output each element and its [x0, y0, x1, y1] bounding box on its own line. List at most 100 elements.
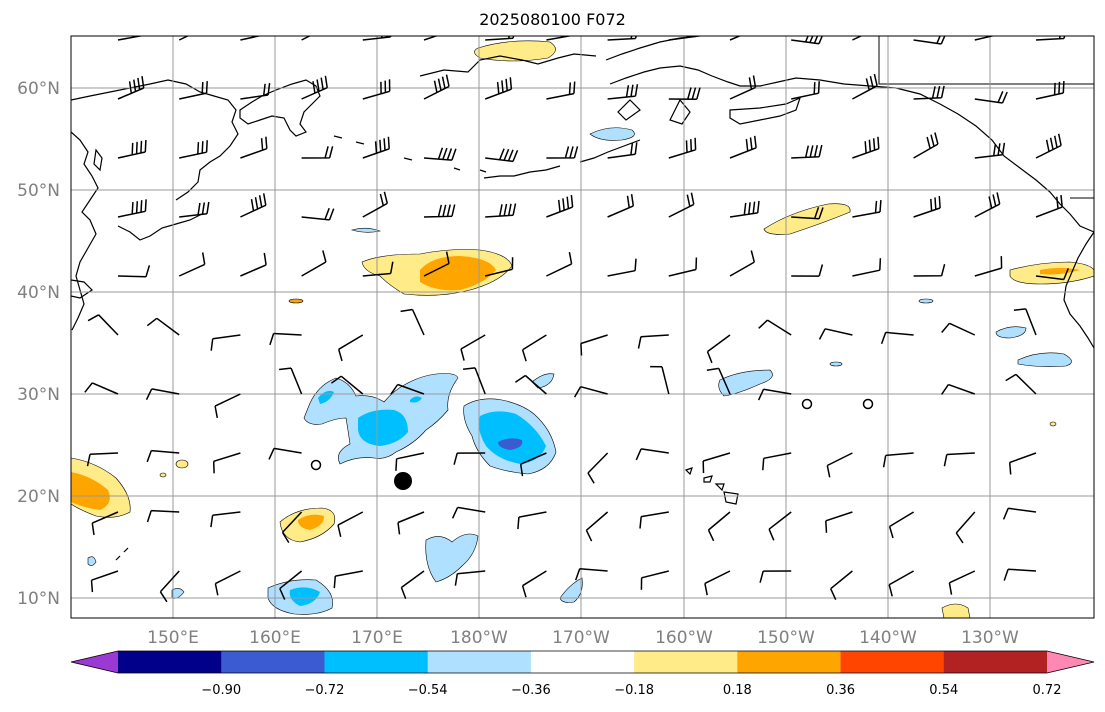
lat-label: 20°N: [17, 487, 60, 507]
wind-barb: [454, 570, 486, 586]
wind-barb: [210, 511, 241, 528]
lat-label: 50°N: [17, 181, 60, 201]
lon-label: 130°W: [961, 628, 1019, 648]
wind-barb: [759, 570, 792, 583]
wind-barb: [484, 77, 513, 100]
wind-barb: [1035, 268, 1069, 281]
wind-barb: [791, 206, 824, 220]
wind-barb: [146, 509, 180, 523]
graticule: [71, 36, 1094, 618]
positive-anomaly-core: [1040, 268, 1080, 275]
wind-barb: [485, 203, 517, 218]
colorbar-tick-label: 0.54: [929, 683, 958, 698]
wind-barb: [587, 452, 609, 484]
wind-barb: [521, 334, 547, 362]
wind-barb: [913, 195, 941, 218]
wind-barb: [423, 147, 457, 161]
wind-barb: [668, 192, 695, 218]
wind-barb: [485, 148, 519, 163]
lon-label: 170°E: [351, 628, 403, 648]
positive-anomaly-area: [474, 40, 556, 62]
colorbar-tick-labels: −0.90 −0.72 −0.54 −0.36 −0.18 0.18 0.36 0.54 0.7…: [201, 683, 1062, 698]
wind-barb: [852, 136, 880, 159]
colorbar-segment: [324, 651, 429, 673]
wind-barb: [546, 81, 576, 100]
wind-barb: [87, 314, 119, 336]
wind-barb: [639, 511, 669, 529]
wind-barb: [913, 264, 946, 277]
wind-barb: [607, 142, 638, 159]
wind-barb: [852, 200, 882, 218]
colorbar-tick-label: 0.72: [1033, 683, 1062, 698]
lon-label: 160°W: [655, 628, 713, 648]
wind-barb: [301, 146, 334, 159]
wind-barb: [362, 191, 389, 218]
map-frame: [70, 35, 1095, 619]
negative-anomaly-area: [829, 361, 843, 367]
colorbar-segment: [943, 651, 1048, 673]
wind-barb: [607, 193, 635, 218]
wind-barb: [362, 36, 392, 41]
wind-barb: [791, 264, 824, 277]
wind-barb: [1002, 507, 1037, 520]
wind-barb: [146, 449, 180, 463]
wind-barb: [395, 452, 425, 471]
wind-barb: [668, 257, 698, 277]
wind-barb: [1035, 36, 1066, 41]
wind-barb: [240, 83, 271, 100]
wind-barb: [974, 142, 1006, 159]
wind-barb: [635, 448, 669, 461]
wind-barb: [91, 511, 119, 536]
positive-anomaly-area: [941, 603, 971, 618]
colorbar-extend-high: [1047, 651, 1094, 673]
colorbar-tick-label: −0.90: [201, 683, 241, 698]
wind-barb: [1008, 452, 1037, 475]
colorbar-tick-label: −0.36: [511, 683, 551, 698]
wind-barb: [943, 452, 975, 467]
wind-barb: [117, 36, 145, 41]
wind-barb: [390, 383, 425, 395]
wind-barb: [423, 204, 456, 218]
coastlines: [71, 36, 1094, 561]
wind-barb: [826, 452, 853, 478]
wind-barb: [637, 334, 669, 349]
lon-label: 180°W: [450, 628, 508, 648]
wind-barb: [519, 452, 547, 477]
wind-barb: [546, 195, 574, 218]
wind-barb: [301, 207, 335, 221]
wind-barb: [948, 570, 976, 595]
lat-label: 30°N: [17, 385, 60, 405]
negative-anomaly-area: [531, 373, 555, 389]
wind-barb: [240, 193, 267, 218]
map-area: [71, 36, 1094, 618]
negative-anomaly-area: [87, 556, 97, 566]
wind-barb: [84, 382, 119, 395]
colorbar-tick-label: 0.18: [723, 683, 752, 698]
wind-barb: [762, 452, 792, 471]
wind-barb: [880, 331, 914, 344]
wind-barb: [702, 452, 731, 474]
wind-barb: [1035, 80, 1065, 100]
wind-barb: [179, 140, 208, 159]
wind-barb: [729, 250, 756, 277]
wind-barb: [830, 570, 853, 601]
wind-barb: [179, 201, 210, 218]
wind-barb: [913, 132, 939, 159]
wind-barb: [668, 137, 697, 159]
wind-barb: [362, 136, 390, 159]
wind-barb: [580, 334, 608, 356]
wind-barb: [1035, 195, 1063, 218]
wind-barb: [521, 570, 547, 598]
wind-barb: [888, 570, 914, 597]
positive-anomaly-area: [159, 472, 167, 478]
wind-barb: [397, 511, 425, 535]
wind-barb: [330, 375, 364, 395]
wind-barb: [607, 36, 637, 41]
calm-circle: [310, 459, 322, 471]
wind-barb: [546, 251, 573, 277]
wind-barb: [117, 265, 151, 278]
wind-barb: [214, 570, 241, 596]
wind-barb: [117, 199, 147, 218]
lon-label: 170°W: [552, 628, 610, 648]
colorbar-extend-low: [71, 651, 118, 673]
